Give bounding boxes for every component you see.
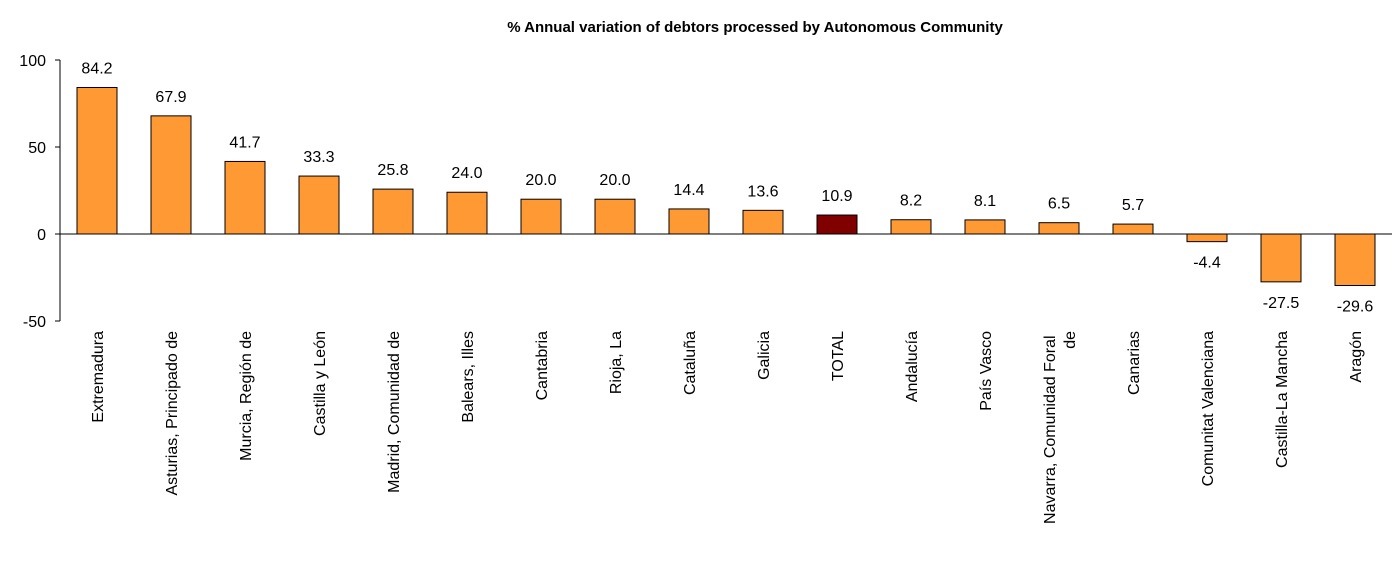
x-tick-label: País Vasco bbox=[978, 331, 995, 411]
bar bbox=[1038, 222, 1080, 235]
value-label: 20.0 bbox=[525, 172, 556, 189]
x-tick-label: Andalucía bbox=[904, 331, 921, 402]
value-label: 13.6 bbox=[747, 183, 778, 200]
bar bbox=[1112, 223, 1154, 235]
value-label: 25.8 bbox=[377, 162, 408, 179]
bar bbox=[1260, 233, 1302, 283]
bar bbox=[298, 175, 340, 235]
x-tick-label: Navarra, Comunidad Foral de bbox=[1042, 331, 1079, 524]
x-tick-label: Cataluña bbox=[682, 331, 699, 395]
x-tick-label: Canarias bbox=[1126, 331, 1143, 395]
value-label: 20.0 bbox=[599, 172, 630, 189]
bar bbox=[1334, 233, 1376, 287]
x-tick-label: Balears, Illes bbox=[460, 331, 477, 423]
value-label: 6.5 bbox=[1048, 196, 1070, 213]
x-tick-label: Galicia bbox=[756, 331, 773, 380]
x-tick-label: Madrid, Comunidad de bbox=[386, 331, 403, 493]
x-tick-label: Cantabria bbox=[534, 331, 551, 400]
value-label: 33.3 bbox=[303, 149, 334, 166]
bar bbox=[816, 214, 858, 235]
bar bbox=[1186, 233, 1228, 243]
x-tick-label: Murcia, Región de bbox=[238, 331, 255, 461]
bar bbox=[446, 191, 488, 235]
value-label: -29.6 bbox=[1337, 299, 1374, 316]
x-tick-label: Aragón bbox=[1348, 331, 1365, 383]
value-label: -27.5 bbox=[1263, 295, 1300, 312]
bar bbox=[668, 208, 710, 235]
bar bbox=[520, 198, 562, 235]
y-tick-label: 50 bbox=[28, 140, 46, 157]
x-tick-label: Rioja, La bbox=[608, 331, 625, 394]
y-tick-label: 100 bbox=[19, 53, 46, 70]
x-tick-label: Comunitat Valenciana bbox=[1200, 331, 1217, 486]
bar bbox=[224, 160, 266, 235]
value-label: 5.7 bbox=[1122, 197, 1144, 214]
bar bbox=[964, 219, 1006, 235]
bar bbox=[594, 198, 636, 235]
value-label: 67.9 bbox=[155, 89, 186, 106]
value-label: 84.2 bbox=[81, 60, 112, 77]
value-label: 8.2 bbox=[900, 193, 922, 210]
bar bbox=[150, 115, 192, 235]
x-tick-label: Castilla-La Mancha bbox=[1274, 331, 1291, 468]
y-tick-label: -50 bbox=[23, 314, 46, 331]
value-label: 10.9 bbox=[821, 188, 852, 205]
x-tick-label: Asturias, Principado de bbox=[164, 331, 181, 496]
bar bbox=[742, 209, 784, 235]
value-label: -4.4 bbox=[1193, 255, 1221, 272]
bar bbox=[890, 219, 932, 235]
x-tick-label: TOTAL bbox=[830, 331, 847, 381]
value-label: 8.1 bbox=[974, 193, 996, 210]
y-tick-label: 0 bbox=[37, 227, 46, 244]
bar bbox=[76, 86, 118, 235]
bar bbox=[372, 188, 414, 235]
value-label: 14.4 bbox=[673, 182, 704, 199]
value-label: 24.0 bbox=[451, 165, 482, 182]
chart-title: % Annual variation of debtors processed … bbox=[507, 19, 1003, 36]
x-tick-label: Castilla y León bbox=[312, 331, 329, 436]
x-tick-label: Extremadura bbox=[90, 331, 107, 423]
value-label: 41.7 bbox=[229, 134, 260, 151]
